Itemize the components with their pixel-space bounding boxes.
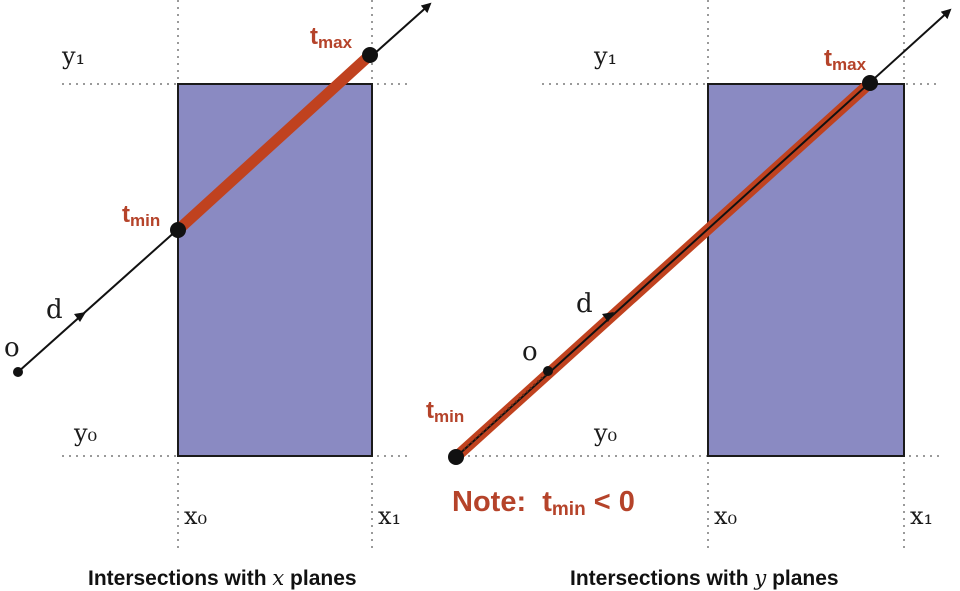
left-label-y1: y₁ — [61, 42, 85, 70]
right-caption-prefix: Intersections with — [570, 567, 755, 590]
right-panel: y₁ y₀ x₀ x₁ o d tmin tmax Note: tmin < 0 — [426, 0, 952, 552]
right-label-o: o — [522, 337, 538, 367]
right-tmin-point — [448, 449, 464, 465]
left-tmin-point — [170, 222, 186, 238]
left-label-y0: y₀ — [73, 419, 97, 447]
left-caption-var: x — [272, 566, 285, 590]
left-label-x1: x₁ — [378, 502, 401, 530]
right-note: Note: tmin < 0 — [452, 486, 635, 520]
right-caption-suffix: planes — [766, 567, 839, 590]
left-origin-point — [13, 367, 23, 377]
right-caption-var: y — [754, 566, 767, 590]
left-caption-suffix: planes — [284, 567, 357, 590]
right-label-tmin: tmin — [426, 397, 464, 426]
right-label-y0: y₀ — [593, 419, 617, 447]
right-label-d: d — [576, 289, 593, 319]
left-caption: Intersections with x planes — [88, 566, 357, 591]
right-label-x0: x₀ — [714, 502, 737, 530]
left-label-tmax: tmax — [310, 23, 353, 52]
left-label-x0: x₀ — [184, 502, 207, 530]
left-caption-prefix: Intersections with — [88, 567, 273, 590]
left-panel: y₁ y₀ x₀ x₁ o d tmin tmax — [4, 0, 432, 552]
right-label-y1: y₁ — [593, 42, 617, 70]
left-intersection-segment — [174, 50, 374, 235]
right-direction-arrowhead — [602, 312, 614, 322]
left-tmax-point — [362, 47, 378, 63]
left-label-o: o — [4, 333, 20, 363]
left-label-d: d — [46, 295, 63, 325]
right-origin-point — [543, 366, 553, 376]
right-box — [707, 83, 905, 457]
left-direction-arrowhead — [74, 312, 86, 322]
right-label-x1: x₁ — [910, 502, 933, 530]
right-label-tmax: tmax — [824, 45, 867, 74]
left-label-tmin: tmin — [122, 201, 160, 230]
right-tmax-point — [862, 75, 878, 91]
right-caption: Intersections with y planes — [570, 566, 839, 591]
